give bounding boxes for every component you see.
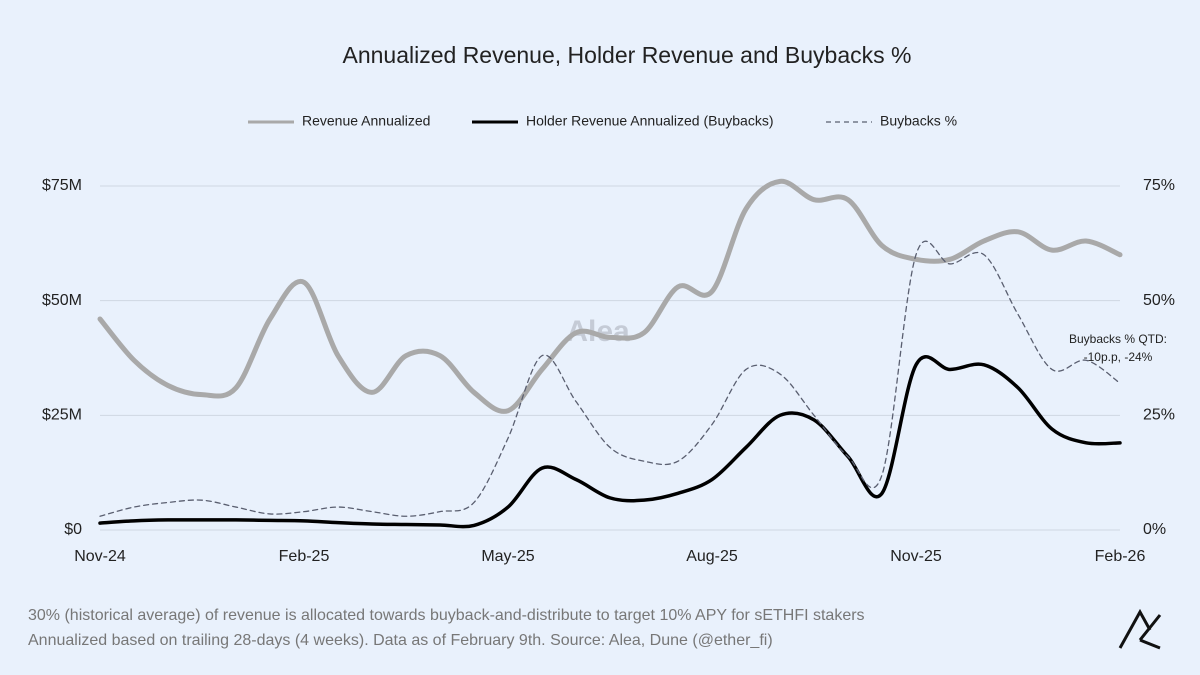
legend-label: Holder Revenue Annualized (Buybacks) bbox=[526, 113, 773, 129]
x-tick-label: Nov-24 bbox=[74, 548, 126, 565]
legend-label: Revenue Annualized bbox=[302, 113, 430, 129]
series-line bbox=[99, 240, 1121, 517]
x-tick-label: Feb-26 bbox=[1095, 548, 1146, 565]
y-tick-label: $0 bbox=[64, 521, 82, 538]
x-tick-label: Nov-25 bbox=[890, 548, 942, 565]
annotation: Buybacks % QTD: bbox=[1069, 332, 1167, 346]
y-tick-label: $75M bbox=[42, 177, 82, 194]
note: 30% (historical average) of revenue is a… bbox=[28, 607, 865, 624]
y-tick-label: $50M bbox=[42, 292, 82, 309]
y2-tick-label: 50% bbox=[1143, 292, 1175, 309]
series-line bbox=[97, 178, 1123, 414]
y-tick-label: $25M bbox=[42, 407, 82, 424]
x-tick-label: Feb-25 bbox=[279, 548, 330, 565]
note: Annualized based on trailing 28-days (4 … bbox=[28, 632, 773, 649]
chart-title: Annualized Revenue, Holder Revenue and B… bbox=[343, 42, 912, 68]
legend-label: Buybacks % bbox=[880, 113, 957, 129]
series-line bbox=[98, 355, 1122, 529]
y2-tick-label: 25% bbox=[1143, 407, 1175, 424]
annotation: -10p.p, -24% bbox=[1084, 350, 1153, 364]
y2-tick-label: 0% bbox=[1143, 521, 1166, 538]
x-tick-label: Aug-25 bbox=[686, 548, 738, 565]
x-tick-label: May-25 bbox=[481, 548, 534, 565]
y2-tick-label: 75% bbox=[1143, 177, 1175, 194]
logo bbox=[1118, 608, 1162, 650]
